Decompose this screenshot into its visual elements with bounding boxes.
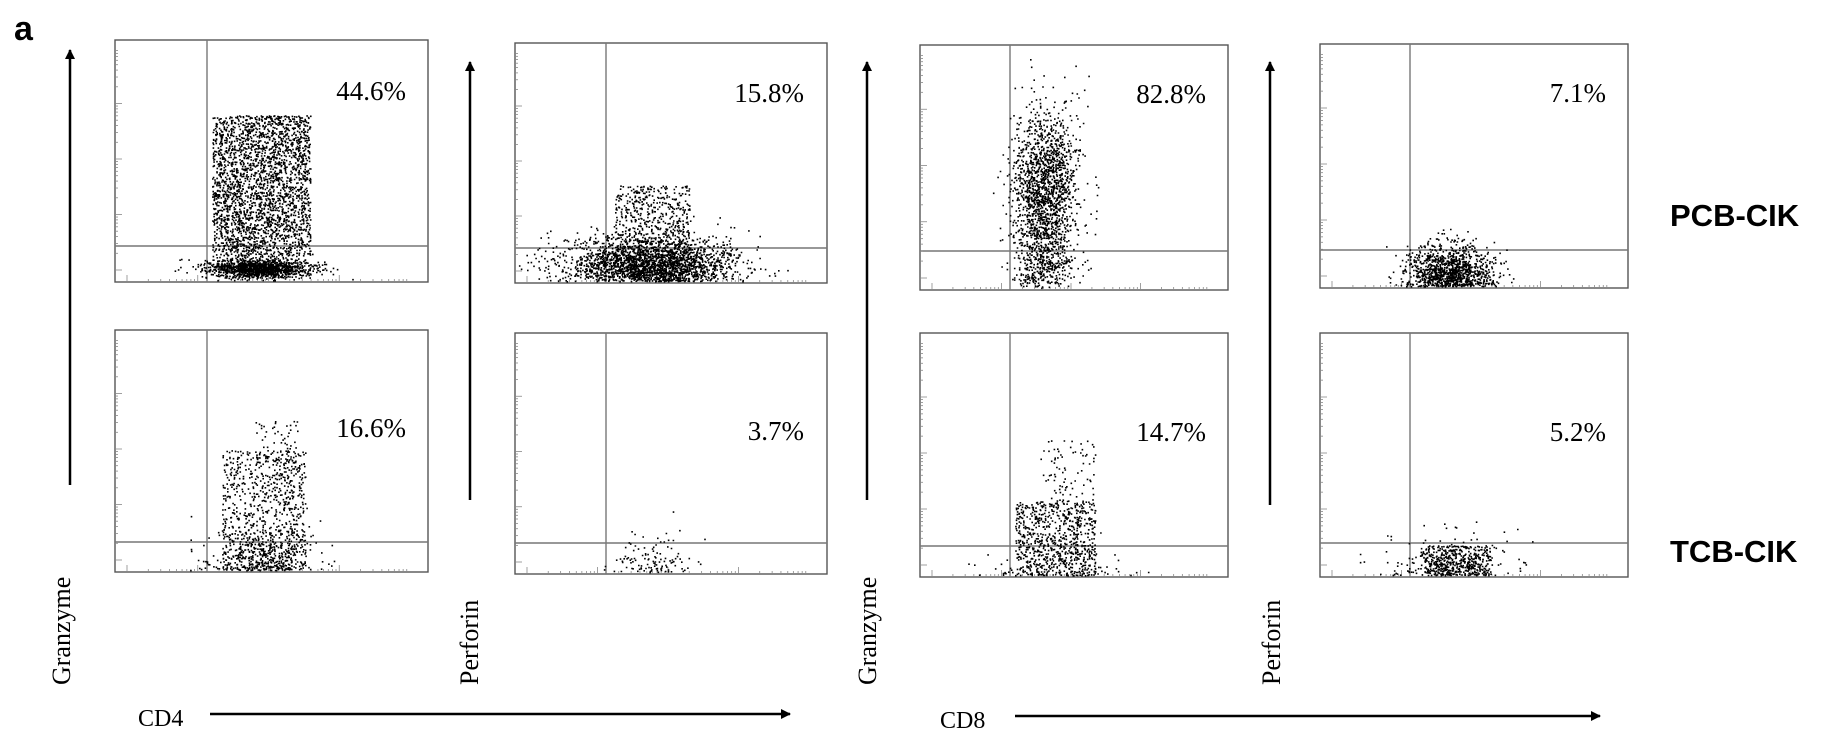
y-axis-label-perforin-cd8: Perforin <box>1257 600 1286 685</box>
cell-event-dots <box>174 115 354 282</box>
cell-event-dots <box>1386 228 1515 288</box>
dot-plot-panel: 15.8% <box>514 42 828 284</box>
row-label-pcb-cik: PCB-CIK <box>1670 198 1800 233</box>
log-axis-ticks <box>115 340 408 572</box>
cell-event-dots <box>992 59 1100 290</box>
dot-plot-panels: 44.6% 15.8% 82.8% 7.1% 16.6% 3.7% 14.7% 5.2% <box>114 39 1629 578</box>
cell-event-dots <box>190 420 336 572</box>
log-axis-ticks <box>1320 343 1608 577</box>
panel-frame <box>919 332 1229 578</box>
dot-plot-panel: 16.6% <box>114 329 429 573</box>
quadrant-percent-label: 3.7% <box>748 416 804 446</box>
row-label-tcb-cik: TCB-CIK <box>1670 534 1798 569</box>
quadrant-percent-label: 15.8% <box>734 78 804 108</box>
cell-event-dots <box>1359 521 1534 577</box>
panel-frame <box>919 44 1229 291</box>
quadrant-percent-label: 44.6% <box>336 76 406 106</box>
log-axis-ticks <box>515 343 807 574</box>
cell-event-dots <box>518 185 789 283</box>
dot-plot-panel: 5.2% <box>1319 332 1629 578</box>
dot-plot-panel: 44.6% <box>114 39 429 283</box>
y-axis-label-granzyme-cd4: Granzyme <box>47 577 76 685</box>
log-axis-ticks <box>515 53 807 283</box>
panel-frame <box>114 39 429 283</box>
panel-frame <box>514 42 828 284</box>
panel-letter: a <box>14 10 34 48</box>
x-axis-label-cd4: CD4 <box>138 706 183 732</box>
dot-plot-panel: 82.8% <box>919 44 1229 291</box>
quadrant-percent-label: 16.6% <box>336 413 406 443</box>
panel-frame <box>114 329 429 573</box>
y-axis-label-granzyme-cd8: Granzyme <box>853 577 882 685</box>
quadrant-percent-label: 7.1% <box>1550 78 1606 108</box>
panel-frame <box>1319 43 1629 289</box>
log-axis-ticks <box>115 50 408 282</box>
dot-plot-panel: 7.1% <box>1319 43 1629 289</box>
panel-frame <box>514 332 828 575</box>
quadrant-percent-label: 14.7% <box>1136 417 1206 447</box>
dot-plot-panel: 3.7% <box>514 332 828 575</box>
quadrant-percent-label: 5.2% <box>1550 417 1606 447</box>
quadrant-percent-label: 82.8% <box>1136 79 1206 109</box>
log-axis-ticks <box>920 55 1208 290</box>
x-axis-label-cd8: CD8 <box>940 708 985 734</box>
cell-event-dots <box>968 440 1150 577</box>
panel-frame <box>1319 332 1629 578</box>
log-axis-ticks <box>920 343 1208 577</box>
dot-plot-panel: 14.7% <box>919 332 1229 578</box>
y-axis-label-perforin-cd4: Perforin <box>455 600 484 685</box>
